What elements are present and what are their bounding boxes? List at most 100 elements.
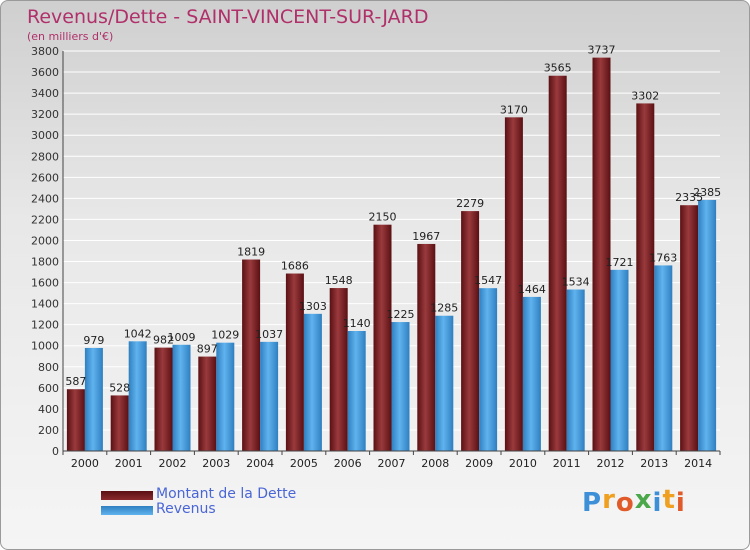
y-tick-label: 3600 [31,66,59,79]
bar-revenus [260,341,279,451]
x-tick-label: 2001 [115,457,143,470]
bar-revenus [698,199,717,451]
x-tick-label: 2013 [640,457,668,470]
data-label-revenus: 1140 [343,317,371,330]
y-tick-label: 800 [38,361,59,374]
y-tick-label: 400 [38,403,59,416]
data-label-dette: 3565 [544,62,572,75]
x-tick-label: 2006 [334,457,362,470]
bar-dette [285,273,304,451]
data-label-dette: 528 [109,381,130,394]
x-tick-label: 2003 [202,457,230,470]
data-label-dette: 587 [65,375,86,388]
bar-dette [373,224,392,451]
y-tick-label: 3800 [31,45,59,58]
x-tick-label: 2010 [509,457,537,470]
data-label-revenus: 1763 [649,251,677,264]
legend-label-dette: Montant de la Dette [156,486,297,502]
y-tick-label: 1000 [31,340,59,353]
data-label-dette: 3737 [588,44,616,57]
proxiti-logo: Proxiti [582,485,686,518]
bar-dette [548,75,567,451]
x-tick-label: 2005 [290,457,318,470]
data-label-revenus: 979 [83,334,104,347]
bar-dette [329,288,348,451]
bar-revenus [610,269,629,451]
y-tick-label: 3000 [31,129,59,142]
data-label-revenus: 1029 [211,329,239,342]
x-tick-label: 2007 [378,457,406,470]
bar-revenus [654,265,673,451]
bar-revenus [303,313,322,451]
data-label-revenus: 1285 [430,302,458,315]
data-label-dette: 1967 [412,230,440,243]
bar-revenus [391,322,410,451]
x-tick-label: 2014 [684,457,712,470]
bar-dette [66,389,85,451]
data-label-dette: 1819 [237,246,265,259]
data-label-revenus: 1721 [606,256,634,269]
bar-revenus [172,344,191,451]
bar-revenus [347,331,366,451]
data-label-revenus: 1303 [299,300,327,313]
bar-dette [242,259,261,451]
data-label-dette: 2335 [675,191,703,204]
x-tick-label: 2008 [421,457,449,470]
y-tick-label: 1400 [31,298,59,311]
data-label-dette: 982 [153,334,174,347]
x-tick-label: 2000 [71,457,99,470]
data-label-revenus: 1547 [474,274,502,287]
bar-dette [504,117,523,451]
data-label-revenus: 1042 [124,327,152,340]
bar-dette [110,395,129,451]
y-tick-label: 2400 [31,192,59,205]
data-label-revenus: 1009 [168,331,196,344]
data-label-dette: 3302 [631,89,659,102]
logo-letter: t [662,485,676,515]
data-label-revenus: 1534 [562,276,590,289]
data-label-revenus: 1464 [518,283,546,296]
legend-label-revenus: Revenus [156,501,216,517]
bar-dette [198,356,217,451]
logo-letter: x [634,485,653,515]
legend-swatch-revenus [101,506,153,515]
y-tick-label: 2000 [31,234,59,247]
data-label-dette: 897 [197,343,218,356]
y-tick-label: 1600 [31,277,59,290]
data-label-dette: 1548 [325,274,353,287]
y-tick-label: 2600 [31,171,59,184]
y-tick-label: 2200 [31,213,59,226]
x-tick-label: 2011 [553,457,581,470]
y-tick-label: 600 [38,382,59,395]
y-tick-label: 1800 [31,256,59,269]
bar-dette [680,205,699,451]
bar-revenus [128,341,147,451]
data-label-revenus: 1225 [387,308,415,321]
bar-dette [461,211,480,451]
y-tick-label: 2800 [31,150,59,163]
bar-dette [636,103,655,451]
data-label-dette: 2279 [456,197,484,210]
data-label-dette: 3170 [500,103,528,116]
logo-letter: P [582,488,603,518]
x-tick-label: 2002 [159,457,187,470]
data-label-dette: 1686 [281,260,309,273]
y-tick-label: 3400 [31,87,59,100]
x-tick-label: 2012 [597,457,625,470]
logo-letter: o [615,488,635,518]
y-tick-label: 0 [52,445,59,458]
data-label-dette: 2150 [369,211,397,224]
data-label-revenus: 1037 [255,328,283,341]
bar-dette [417,243,436,451]
chart-title: Revenus/Dette - SAINT-VINCENT-SUR-JARD [27,6,429,28]
logo-letter: r [602,485,616,515]
y-tick-label: 200 [38,424,59,437]
y-tick-label: 3200 [31,108,59,121]
legend-swatch-dette [101,491,153,500]
bar-revenus [566,289,585,451]
bar-dette [592,57,611,451]
bar-revenus [435,315,454,451]
bar-revenus [216,342,235,451]
